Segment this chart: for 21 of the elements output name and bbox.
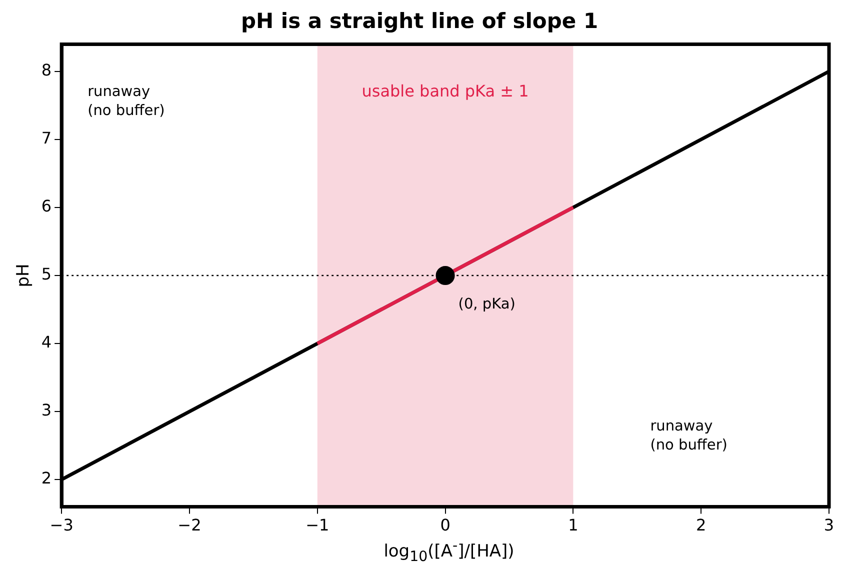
x-tick-label: 3 [824, 516, 834, 535]
x-axis-title: log$_{10}$([A$^{-}$]/[HA]) [382, 538, 516, 566]
y-tick-label: 6 [41, 196, 52, 216]
y-tick-label: 3 [41, 400, 52, 420]
y-tick-label: 7 [41, 128, 52, 148]
band-label: usable band pKa ± 1 [362, 81, 529, 100]
annotation: runaway (no buffer) [88, 84, 165, 119]
chart-title: pH is a straight line of slope 1 [240, 9, 598, 34]
y-tick-label: 8 [41, 60, 52, 80]
y-tick-label: 2 [41, 468, 52, 488]
x-tick-label: −2 [178, 516, 202, 535]
x-tick-label: −3 [50, 516, 74, 535]
annotation: (0, pKa) [458, 296, 516, 312]
y-axis-title: pH [14, 264, 34, 288]
x-tick-label: 0 [440, 516, 450, 535]
y-tick-label: 4 [41, 332, 52, 352]
x-tick-label: −1 [306, 516, 330, 535]
annotation: runaway (no buffer) [650, 418, 728, 454]
y-tick-label: 5 [41, 264, 52, 284]
x-tick-label: 1 [568, 516, 578, 535]
x-tick-label: 2 [696, 516, 706, 535]
